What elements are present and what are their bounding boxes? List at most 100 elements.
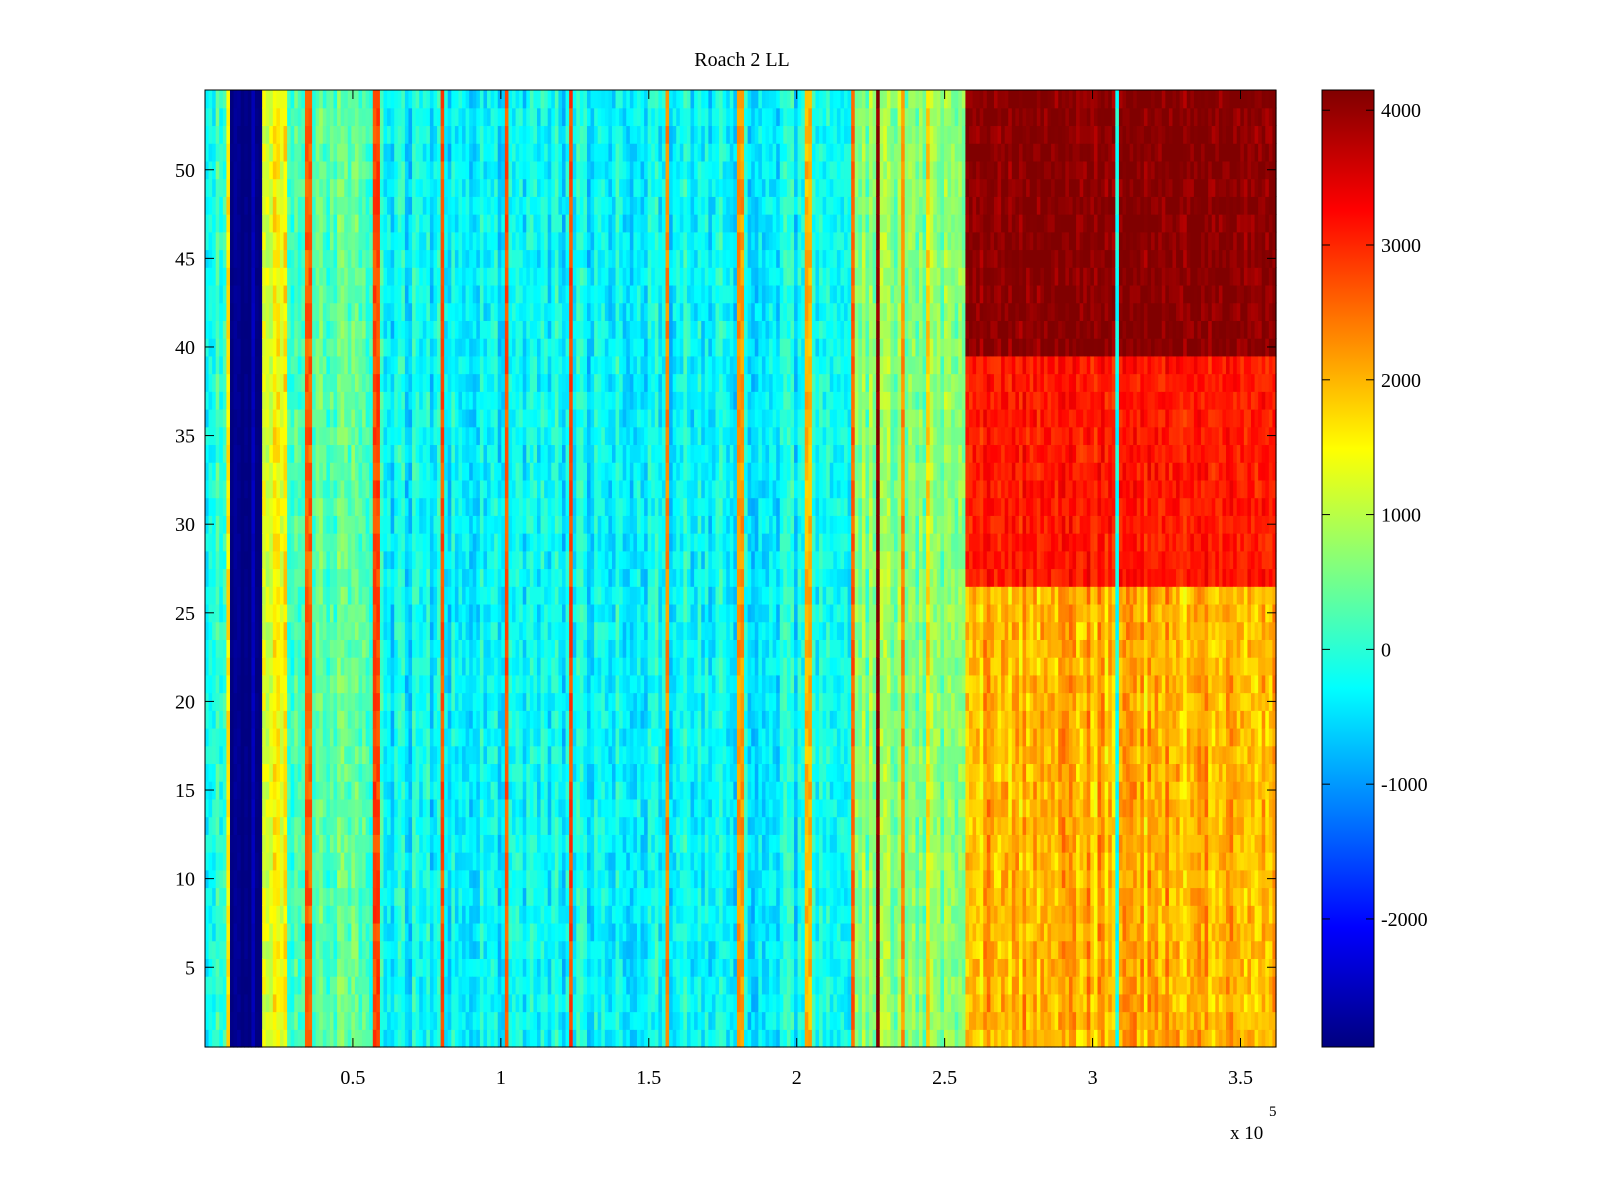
heatmap-cell bbox=[233, 745, 238, 765]
heatmap-cell bbox=[433, 320, 438, 339]
heatmap-cell bbox=[472, 976, 477, 995]
heatmap-cell bbox=[472, 710, 477, 729]
heatmap-cell bbox=[465, 462, 470, 481]
heatmap-cell bbox=[347, 125, 352, 144]
heatmap-cell bbox=[469, 302, 474, 321]
heatmap-cell bbox=[465, 657, 470, 676]
heatmap-cell bbox=[362, 834, 367, 853]
heatmap-cell bbox=[433, 586, 438, 605]
heatmap-cell bbox=[458, 107, 463, 127]
heatmap-cell bbox=[322, 816, 327, 835]
heatmap-cell bbox=[422, 444, 427, 463]
heatmap-cell bbox=[362, 621, 367, 640]
heatmap-cell bbox=[397, 621, 402, 640]
heatmap-cell bbox=[512, 391, 517, 410]
heatmap-cell bbox=[319, 639, 324, 658]
heatmap-cell bbox=[319, 869, 324, 889]
heatmap-cell bbox=[354, 550, 360, 570]
heatmap-cell bbox=[304, 763, 310, 782]
heatmap-cell bbox=[515, 976, 520, 995]
heatmap-cell bbox=[451, 533, 456, 552]
heatmap-cell bbox=[476, 160, 481, 180]
heatmap-cell bbox=[415, 497, 420, 516]
heatmap-cell bbox=[383, 798, 388, 818]
heatmap-cell bbox=[433, 869, 438, 889]
heatmap-cell bbox=[372, 940, 377, 959]
heatmap-cell bbox=[215, 515, 220, 534]
heatmap-cell bbox=[429, 178, 435, 197]
heatmap-cell bbox=[458, 338, 463, 357]
heatmap-cell bbox=[444, 852, 449, 871]
heatmap-cell bbox=[233, 763, 238, 782]
heatmap-cell bbox=[329, 125, 335, 144]
heatmap-cell bbox=[447, 249, 452, 268]
heatmap-cell bbox=[529, 692, 535, 711]
heatmap-cell bbox=[451, 107, 456, 127]
heatmap-cell bbox=[315, 249, 320, 268]
heatmap-cell bbox=[483, 320, 488, 339]
heatmap-cell bbox=[208, 586, 213, 605]
heatmap-cell bbox=[390, 497, 395, 516]
heatmap-cell bbox=[354, 107, 360, 127]
heatmap-cell bbox=[437, 728, 442, 747]
heatmap-cell bbox=[479, 497, 485, 516]
heatmap-cell bbox=[226, 214, 231, 233]
heatmap-cell bbox=[483, 302, 488, 321]
heatmap-cell bbox=[454, 462, 460, 481]
heatmap-cell bbox=[379, 993, 385, 1013]
heatmap-cell bbox=[265, 586, 270, 605]
heatmap-cell bbox=[487, 586, 492, 605]
heatmap-cell bbox=[447, 267, 452, 286]
heatmap-cell bbox=[362, 479, 367, 499]
heatmap-cell bbox=[212, 550, 217, 570]
heatmap-cell bbox=[476, 249, 481, 268]
heatmap-cell bbox=[383, 586, 388, 605]
heatmap-cell bbox=[251, 603, 256, 623]
heatmap-cell bbox=[490, 976, 495, 995]
heatmap-cell bbox=[226, 338, 231, 357]
heatmap-cell bbox=[462, 692, 467, 711]
heatmap-cell bbox=[237, 781, 242, 800]
heatmap-cell bbox=[451, 976, 456, 995]
heatmap-cell bbox=[351, 905, 356, 924]
heatmap-cell bbox=[340, 497, 345, 516]
heatmap-cell bbox=[344, 160, 349, 180]
heatmap-cell bbox=[329, 710, 335, 729]
heatmap-cell bbox=[222, 355, 228, 375]
heatmap-cell bbox=[444, 958, 449, 977]
heatmap-cell bbox=[215, 497, 220, 516]
heatmap-cell bbox=[319, 231, 324, 251]
heatmap-cell bbox=[512, 586, 517, 605]
heatmap-cell bbox=[337, 178, 342, 197]
heatmap-cell bbox=[212, 409, 217, 428]
heatmap-cell bbox=[276, 320, 281, 339]
heatmap-cell bbox=[433, 763, 438, 782]
heatmap-cell bbox=[254, 267, 260, 286]
heatmap-cell bbox=[487, 1011, 492, 1030]
heatmap-cell bbox=[497, 940, 502, 959]
heatmap-cell bbox=[269, 249, 274, 268]
heatmap-cell bbox=[283, 1029, 288, 1048]
heatmap-cell bbox=[419, 214, 424, 233]
heatmap-cell bbox=[433, 125, 438, 144]
heatmap-cell bbox=[340, 90, 345, 109]
heatmap-cell bbox=[358, 355, 363, 375]
heatmap-cell bbox=[437, 302, 442, 321]
heatmap-cell bbox=[504, 922, 510, 942]
heatmap-cell bbox=[419, 267, 424, 286]
heatmap-cell bbox=[333, 1011, 338, 1030]
heatmap-cell bbox=[297, 674, 302, 694]
heatmap-cell bbox=[519, 178, 524, 197]
heatmap-cell bbox=[247, 887, 253, 906]
heatmap-cell bbox=[222, 160, 228, 180]
heatmap-cell bbox=[483, 444, 488, 463]
heatmap-cell bbox=[429, 373, 435, 392]
heatmap-cell bbox=[437, 338, 442, 357]
heatmap-cell bbox=[208, 745, 213, 765]
heatmap-cell bbox=[376, 497, 381, 516]
heatmap-cell bbox=[458, 231, 463, 251]
heatmap-cell bbox=[294, 338, 299, 357]
heatmap-cell bbox=[312, 958, 317, 977]
heatmap-cell bbox=[490, 1011, 495, 1030]
heatmap-cell bbox=[465, 373, 470, 392]
